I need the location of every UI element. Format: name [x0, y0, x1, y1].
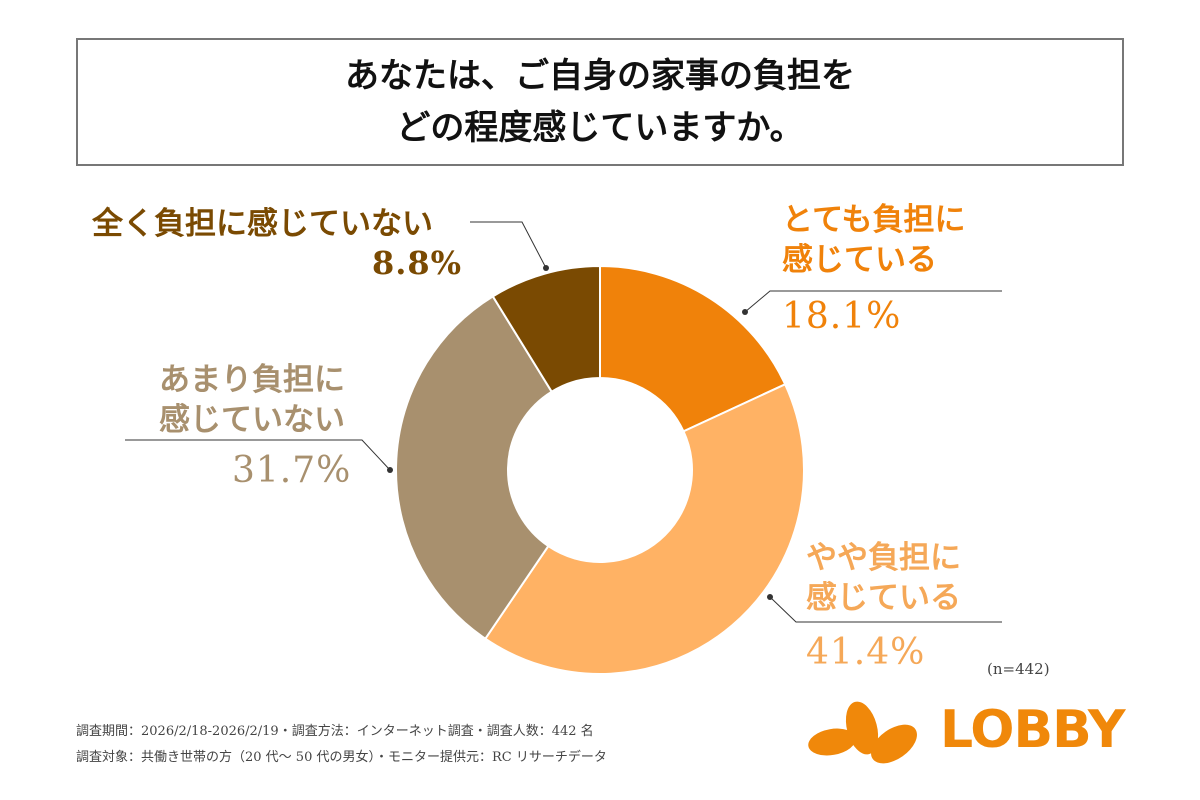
value-label-2: 31.7%	[232, 450, 352, 491]
label-0: とても負担に 感じている	[782, 202, 966, 278]
donut-slice-2	[395, 295, 554, 641]
leader-dot-3	[543, 265, 549, 271]
footer-line-2: 調査対象：共働き世帯の方（20 代～ 50 代の男女）・モニター提供元：RC リ…	[76, 750, 607, 765]
value-label-0: 18.1%	[782, 296, 902, 337]
leader-dot-0	[742, 309, 748, 315]
sample-size: (n=442)	[987, 660, 1050, 678]
leader-line-0	[744, 290, 1002, 313]
value-label-3: 8.8%	[372, 244, 463, 282]
donut-slice-1	[483, 382, 805, 675]
label-3: 全く負担に感じていない	[92, 206, 433, 242]
leader-line-2	[125, 439, 391, 471]
title-box: あなたは、ご自身の家事の負担を どの程度感じていますか。	[76, 38, 1124, 166]
value-label-1: 41.4%	[806, 632, 926, 673]
donut-slice-3	[491, 264, 601, 394]
leader-dot-2	[387, 467, 393, 473]
footer-line-1: 調査期間：2026/2/18-2026/2/19・調査方法：インターネット調査・…	[76, 724, 594, 739]
leader-line-3	[470, 221, 547, 269]
logo-text: LOBBY	[940, 700, 1126, 760]
leader-dot-1	[767, 594, 773, 600]
donut-slice-0	[599, 264, 787, 433]
label-2: あまり負担に 感じていない	[159, 362, 345, 438]
title-line-2: どの程度感じていますか。	[396, 108, 804, 148]
title-line-1: あなたは、ご自身の家事の負担を	[345, 56, 855, 96]
label-1: やや負担に 感じている	[806, 540, 961, 616]
leader-line-1	[769, 596, 1002, 623]
